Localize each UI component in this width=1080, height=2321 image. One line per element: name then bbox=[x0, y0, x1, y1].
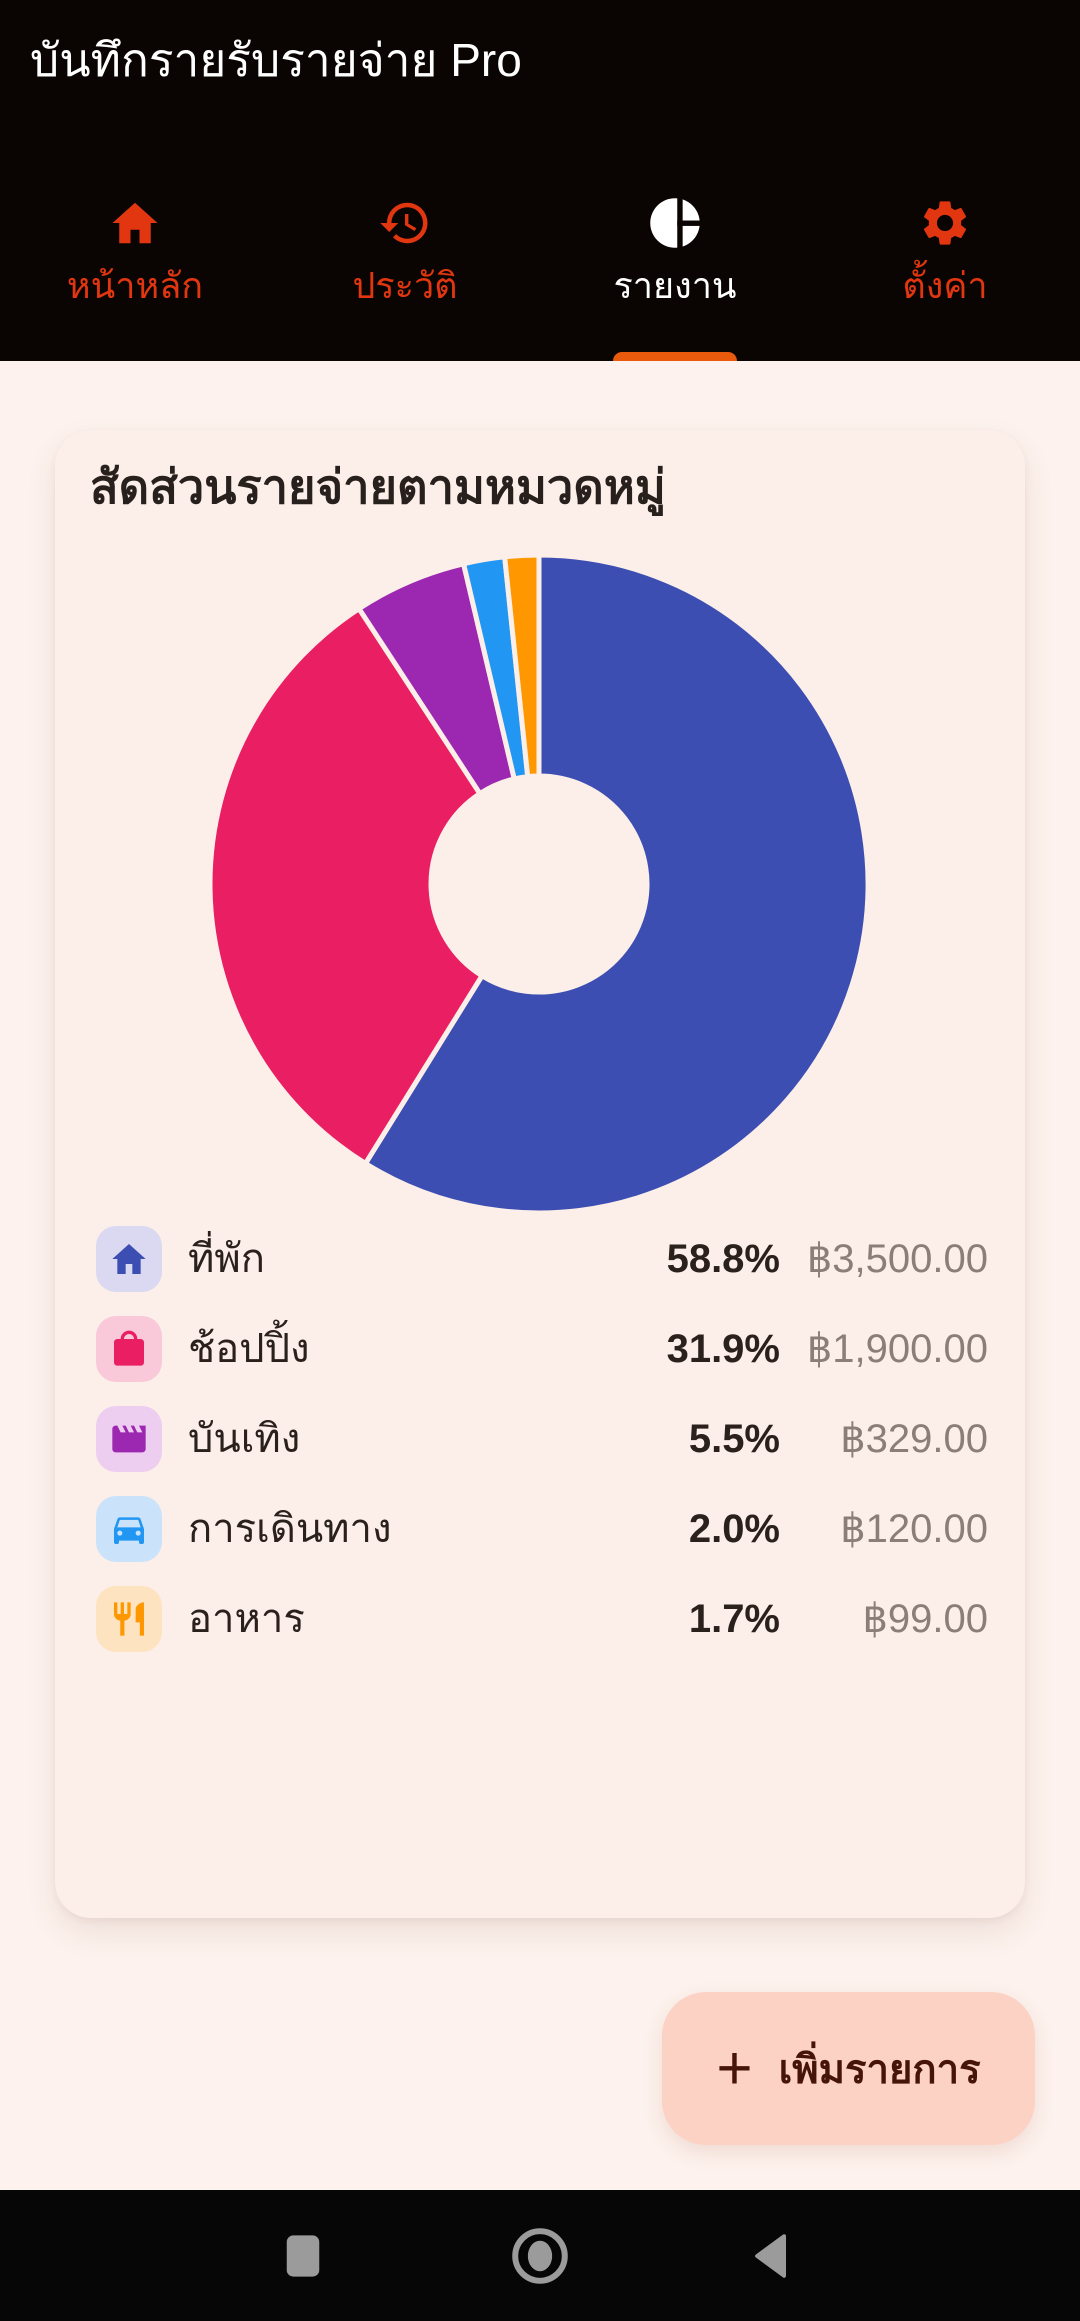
back-triangle-icon bbox=[755, 2233, 787, 2278]
legend-row: ที่พัก 58.8% ฿3,500.00 bbox=[96, 1214, 988, 1304]
chart-legend: ที่พัก 58.8% ฿3,500.00 ช้อปปิ้ง 31.9% ฿1… bbox=[96, 1214, 988, 1664]
tab-label: หน้าหลัก bbox=[66, 265, 204, 306]
app-bar: บันทึกรายรับรายจ่าย Pro หน้าหลัก ประวัติ… bbox=[0, 0, 1080, 361]
tab-label: รายงาน bbox=[613, 265, 737, 306]
category-label: บันเทิง bbox=[188, 1417, 301, 1461]
android-navbar bbox=[0, 2190, 1080, 2321]
category-icon-chip bbox=[96, 1406, 162, 1472]
history-icon bbox=[378, 196, 432, 250]
category-amount: ฿1,900.00 bbox=[806, 1327, 988, 1371]
category-icon-chip bbox=[96, 1226, 162, 1292]
category-label: ที่พัก bbox=[188, 1237, 265, 1281]
home-icon bbox=[109, 1239, 149, 1279]
category-percent: 31.9% bbox=[666, 1326, 780, 1371]
report-card: สัดส่วนรายจ่ายตามหมวดหมู่ ที่พัก 58.8% ฿… bbox=[55, 430, 1025, 1918]
tab-home[interactable]: หน้าหลัก bbox=[0, 196, 270, 306]
category-label: อาหาร bbox=[188, 1597, 305, 1641]
add-entry-label: เพิ่มรายการ bbox=[778, 2047, 981, 2092]
legend-row: การเดินทาง 2.0% ฿120.00 bbox=[96, 1484, 988, 1574]
category-amount: ฿329.00 bbox=[840, 1417, 988, 1461]
active-tab-indicator bbox=[613, 352, 737, 361]
nav-home-button[interactable] bbox=[480, 2190, 600, 2321]
category-amount: ฿99.00 bbox=[862, 1597, 988, 1641]
legend-row: บันเทิง 5.5% ฿329.00 bbox=[96, 1394, 988, 1484]
category-label: การเดินทาง bbox=[188, 1507, 392, 1551]
category-percent: 5.5% bbox=[688, 1416, 780, 1461]
category-percent: 1.7% bbox=[688, 1596, 780, 1641]
donut-slice-5 bbox=[502, 552, 542, 780]
movie-icon bbox=[109, 1419, 149, 1459]
tab-settings[interactable]: ตั้งค่า bbox=[810, 196, 1080, 306]
home-circle-icon bbox=[512, 2227, 568, 2284]
nav-recents-button[interactable] bbox=[243, 2190, 363, 2321]
donut-chart bbox=[204, 549, 874, 1219]
category-amount: ฿3,500.00 bbox=[806, 1237, 988, 1281]
tab-reports[interactable]: รายงาน bbox=[540, 196, 810, 306]
donut-slice-1 bbox=[362, 552, 871, 1216]
plus-icon: + bbox=[716, 2033, 753, 2103]
recents-square-icon bbox=[286, 2234, 320, 2277]
category-percent: 58.8% bbox=[666, 1236, 780, 1281]
category-icon-chip bbox=[96, 1496, 162, 1562]
tab-history[interactable]: ประวัติ bbox=[270, 196, 540, 306]
app-title: บันทึกรายรับรายจ่าย Pro bbox=[30, 34, 522, 86]
add-entry-button[interactable]: + เพิ่มรายการ bbox=[662, 1992, 1035, 2145]
category-icon-chip bbox=[96, 1586, 162, 1652]
category-icon-chip bbox=[96, 1316, 162, 1382]
tab-label: ประวัติ bbox=[352, 265, 458, 306]
page-title: สัดส่วนรายจ่ายตามหมวดหมู่ bbox=[90, 460, 666, 513]
legend-row: ช้อปปิ้ง 31.9% ฿1,900.00 bbox=[96, 1304, 988, 1394]
legend-row: อาหาร 1.7% ฿99.00 bbox=[96, 1574, 988, 1664]
nav-back-button[interactable] bbox=[712, 2190, 832, 2321]
category-label: ช้อปปิ้ง bbox=[188, 1327, 310, 1371]
car-icon bbox=[109, 1509, 149, 1549]
tab-label: ตั้งค่า bbox=[902, 265, 988, 306]
settings-icon bbox=[918, 196, 972, 250]
donut-chart-svg bbox=[207, 552, 871, 1216]
category-percent: 2.0% bbox=[688, 1506, 780, 1551]
pie-chart-icon bbox=[648, 196, 702, 250]
tab-bar: หน้าหลัก ประวัติ รายงาน ตั้งค่า bbox=[0, 196, 1080, 306]
shopping-bag-icon bbox=[109, 1329, 149, 1369]
home-icon bbox=[108, 196, 162, 250]
category-amount: ฿120.00 bbox=[840, 1507, 988, 1551]
restaurant-icon bbox=[109, 1599, 149, 1639]
donut-slice-2 bbox=[207, 606, 485, 1167]
